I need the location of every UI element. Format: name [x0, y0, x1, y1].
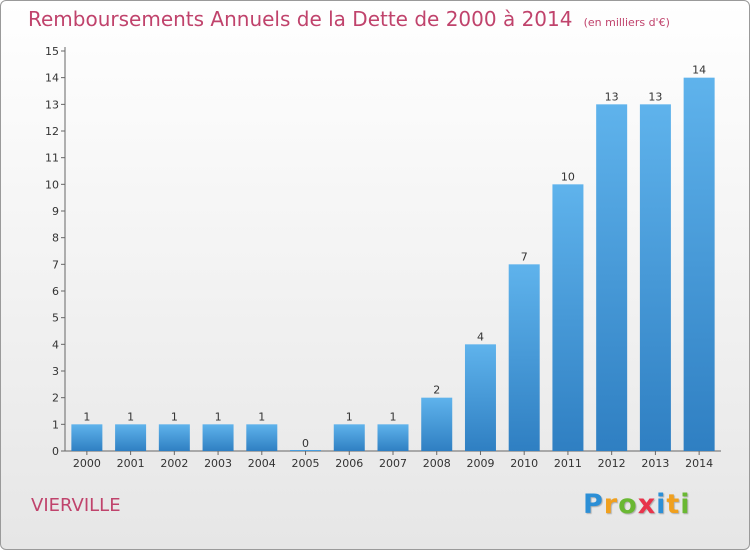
logo-letter: P — [583, 489, 604, 520]
x-tick-label: 2013 — [641, 457, 669, 470]
x-tick-label: 2000 — [73, 457, 101, 470]
logo-letter: r — [603, 489, 619, 520]
bar — [596, 104, 628, 451]
logo-letter: i — [680, 489, 691, 520]
logo-letter: t — [666, 489, 681, 520]
value-label: 1 — [390, 410, 397, 423]
x-tick-label: 2001 — [117, 457, 145, 470]
x-tick-label: 2009 — [466, 457, 494, 470]
bar — [508, 264, 540, 451]
logo-letter: i — [656, 489, 667, 520]
y-tick-label: 9 — [52, 205, 59, 218]
x-tick-label: 2006 — [335, 457, 363, 470]
x-tick-label: 2003 — [204, 457, 232, 470]
y-tick-label: 12 — [45, 125, 59, 138]
y-tick-label: 3 — [52, 365, 59, 378]
chart-unit-note: (en milliers d'€) — [583, 16, 670, 29]
y-tick-label: 2 — [52, 392, 59, 405]
bar — [158, 424, 190, 451]
logo-letter: o — [618, 489, 638, 520]
y-tick-label: 8 — [52, 232, 59, 245]
value-label: 1 — [83, 410, 90, 423]
x-tick-label: 2007 — [379, 457, 407, 470]
bar — [333, 424, 365, 451]
value-label: 7 — [521, 250, 528, 263]
y-tick-label: 4 — [52, 338, 59, 351]
commune-name: VIERVILLE — [31, 495, 121, 516]
value-label: 1 — [171, 410, 178, 423]
x-tick-label: 2002 — [160, 457, 188, 470]
y-tick-label: 0 — [52, 445, 59, 458]
y-tick-label: 5 — [52, 312, 59, 325]
bar — [683, 77, 715, 452]
bar — [115, 424, 147, 451]
bar — [552, 184, 584, 452]
x-tick-label: 2012 — [598, 457, 626, 470]
value-label: 4 — [477, 330, 484, 343]
bar — [202, 424, 234, 451]
bar — [421, 397, 453, 451]
logo-letter: x — [637, 489, 657, 520]
y-tick-label: 7 — [52, 258, 59, 271]
bar — [639, 104, 671, 451]
x-tick-label: 2005 — [292, 457, 320, 470]
y-tick-label: 11 — [45, 152, 59, 165]
bar — [464, 344, 496, 451]
chart-title-block: Remboursements Annuels de la Dette de 20… — [28, 7, 670, 31]
x-tick-label: 2011 — [554, 457, 582, 470]
value-label: 1 — [127, 410, 134, 423]
bar — [246, 424, 278, 451]
bars — [71, 77, 715, 452]
value-label: 10 — [561, 170, 575, 183]
y-tick-label: 10 — [45, 178, 59, 191]
bar — [290, 450, 322, 451]
bar — [377, 424, 409, 451]
value-label: 2 — [433, 384, 440, 397]
bar — [71, 424, 103, 451]
y-tick-label: 1 — [52, 418, 59, 431]
value-label: 1 — [258, 410, 265, 423]
x-tick-label: 2010 — [510, 457, 538, 470]
x-axis: 2000 2001 2002 2003 2004 2005 2006 2007 2008 2009… — [65, 450, 721, 470]
y-tick-label: 14 — [45, 72, 59, 85]
x-tick-label: 2014 — [685, 457, 713, 470]
proxiti-logo: Proxiti — [583, 489, 691, 520]
x-tick-label: 2008 — [423, 457, 451, 470]
y-tick-label: 6 — [52, 285, 59, 298]
value-label: 14 — [692, 64, 706, 77]
value-label: 0 — [302, 437, 309, 450]
value-label: 13 — [605, 90, 619, 103]
y-tick-label: 13 — [45, 98, 59, 111]
value-label: 1 — [215, 410, 222, 423]
value-label: 1 — [346, 410, 353, 423]
value-label: 13 — [648, 90, 662, 103]
chart-title: Remboursements Annuels de la Dette de 20… — [28, 7, 573, 31]
x-tick-label: 2004 — [248, 457, 276, 470]
y-tick-label: 15 — [45, 45, 59, 58]
